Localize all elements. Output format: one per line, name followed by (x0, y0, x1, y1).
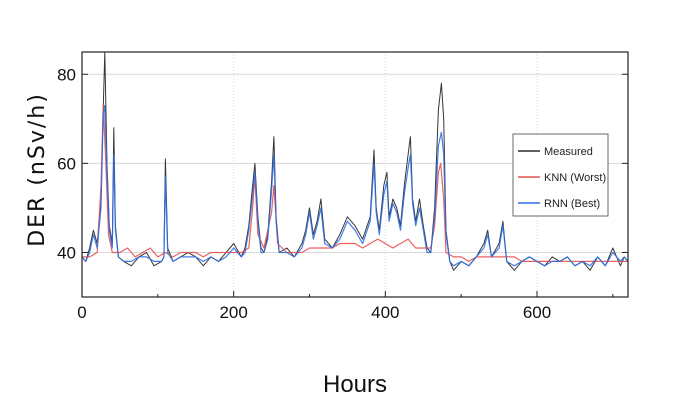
x-tick-label: 400 (371, 303, 399, 322)
series-layer (81, 51, 629, 271)
y-tick-label: 80 (57, 65, 76, 84)
x-tick-label: 200 (219, 303, 247, 322)
legend-entry: RNN (Best) (544, 198, 600, 210)
y-tick-label: 60 (57, 154, 76, 173)
y-axis-title: DER (nSv/h) (25, 92, 50, 247)
plot-frame (81, 51, 629, 298)
x-tick-label: 0 (77, 303, 86, 322)
x-tick-label: 600 (523, 303, 551, 322)
series-line-3 (81, 104, 629, 267)
legend: Measured KNN (Worst) RNN (Best) (512, 133, 609, 217)
y-tick-label: 40 (57, 243, 76, 262)
series-line-2 (82, 104, 628, 262)
axis-ticks: 0 200 400 600 40 60 80 (57, 65, 628, 322)
legend-entry: Measured (544, 146, 593, 158)
legend-entry: KNN (Worst) (544, 172, 606, 184)
x-axis-title: Hours (323, 371, 387, 398)
